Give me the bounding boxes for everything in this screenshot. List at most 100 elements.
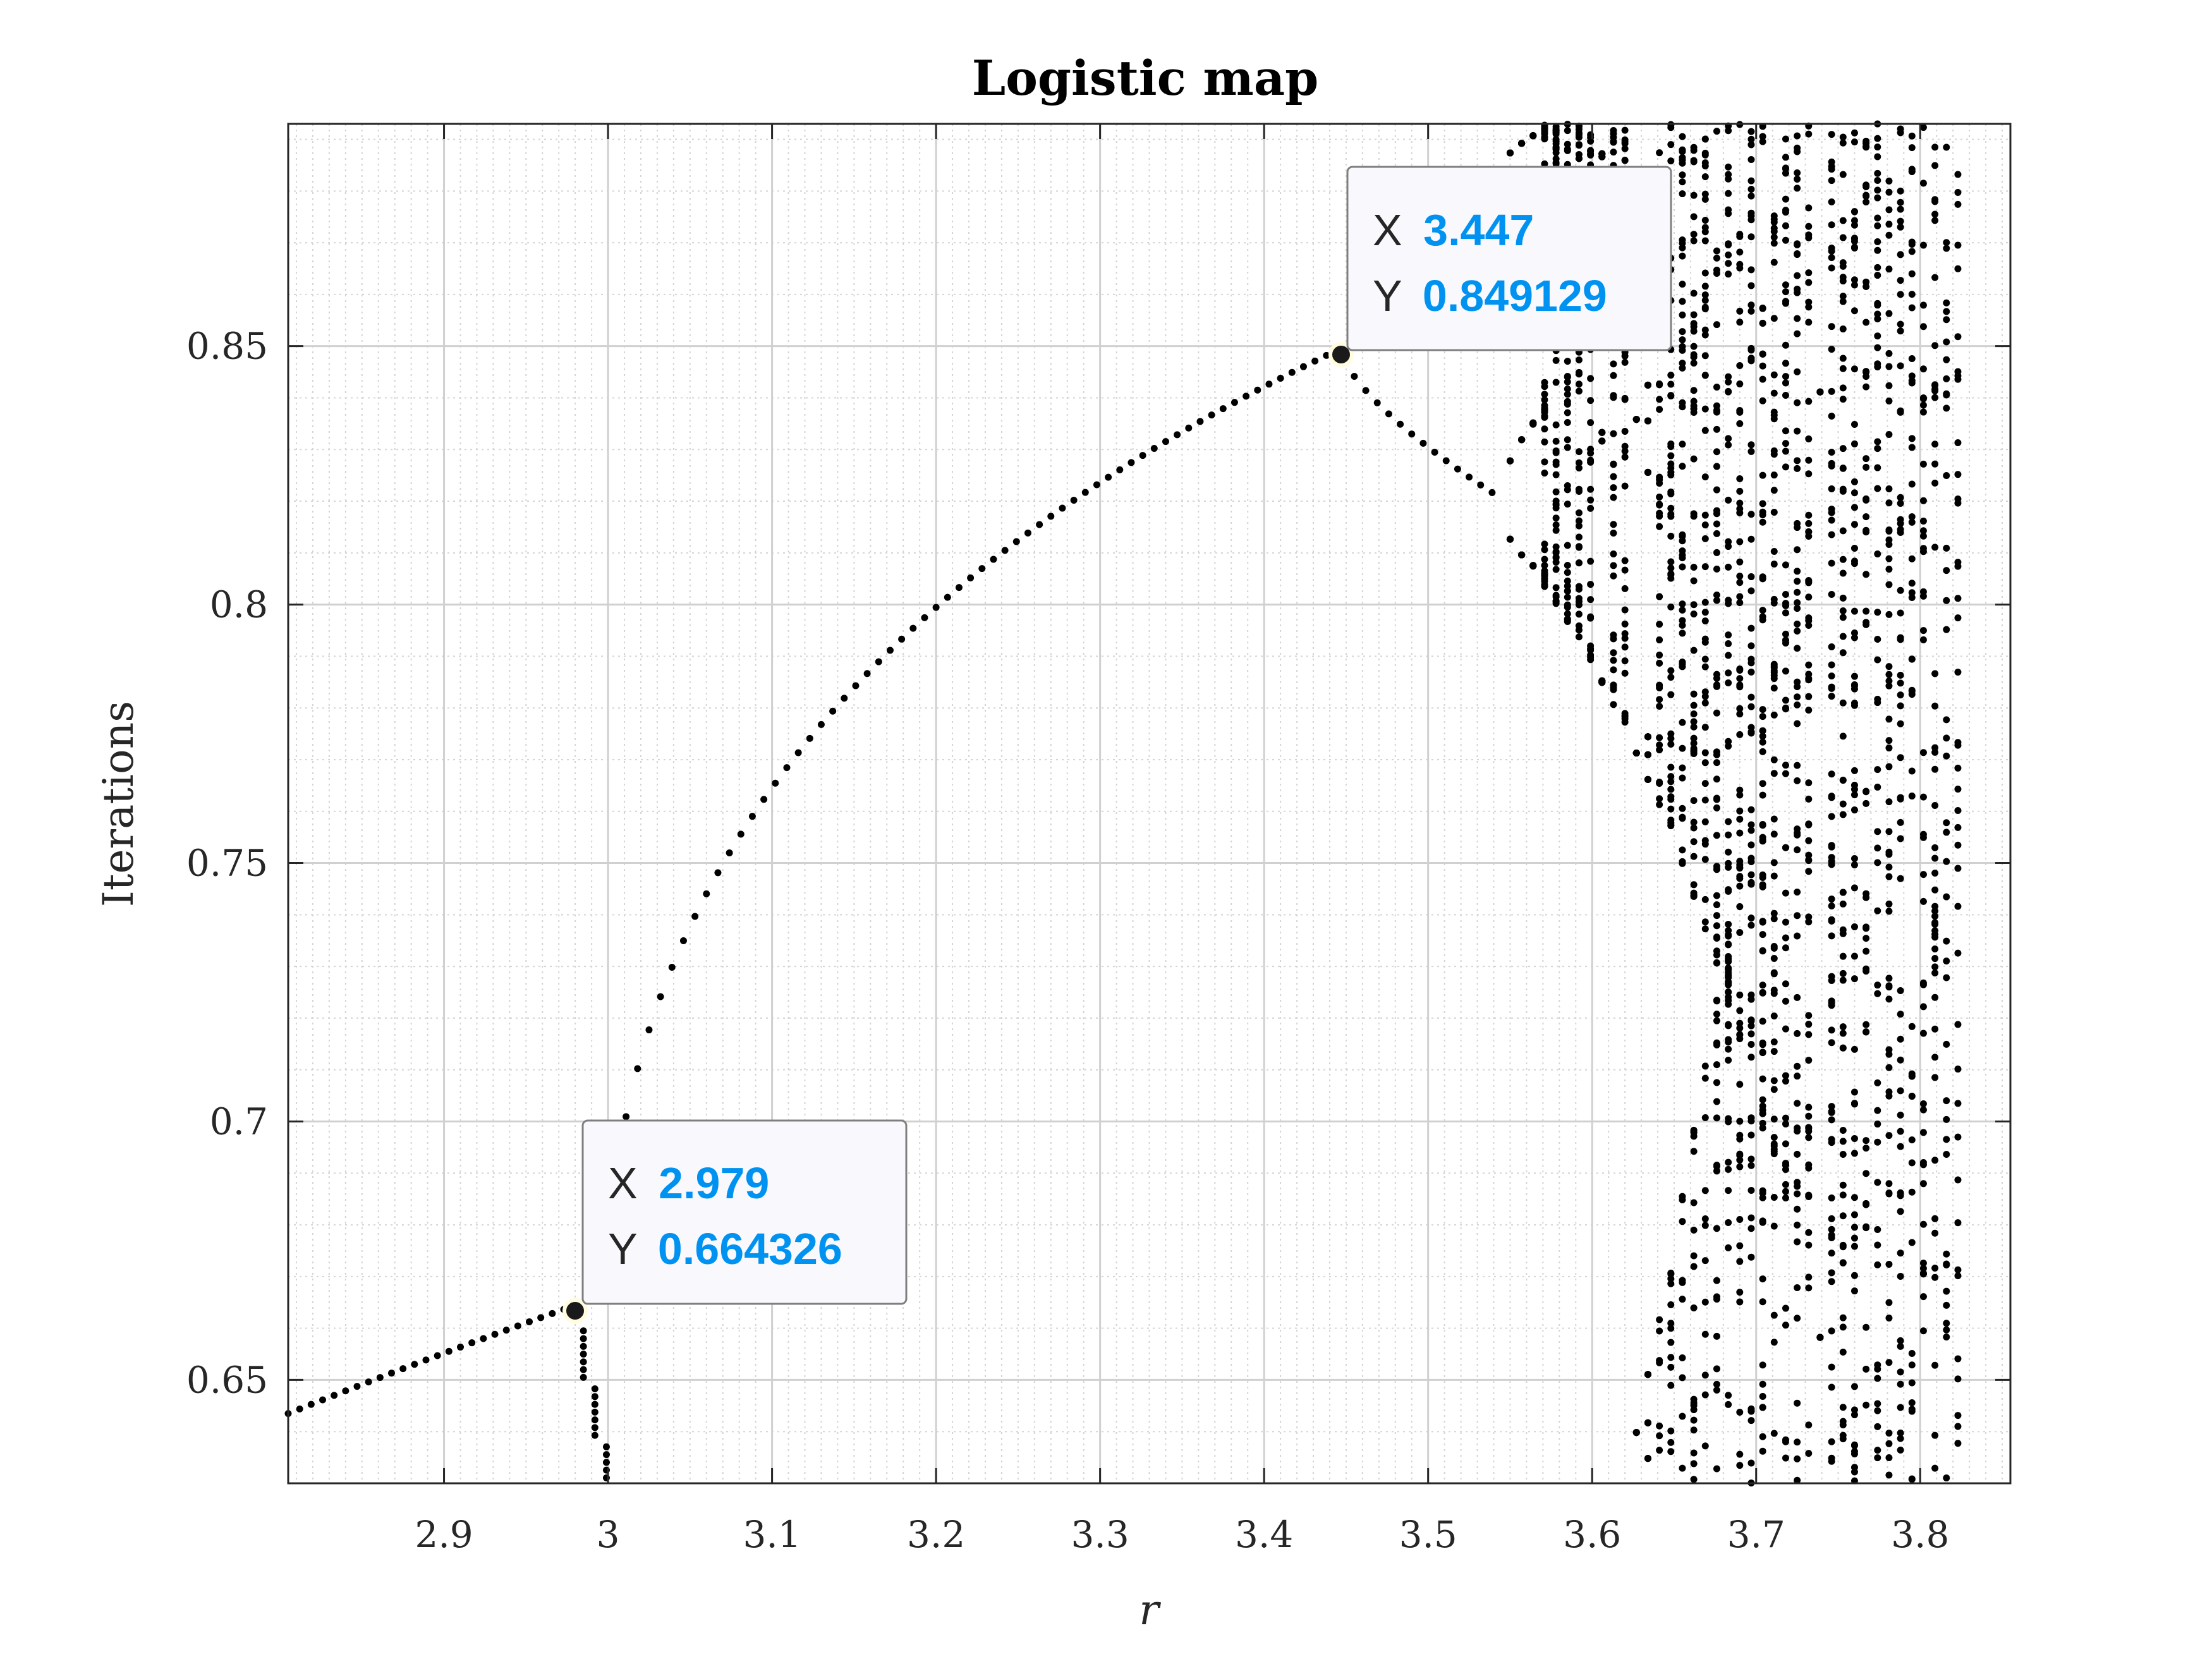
scatter-point xyxy=(1690,610,1698,617)
scatter-point xyxy=(1690,838,1698,846)
scatter-point xyxy=(591,1385,599,1393)
scatter-point xyxy=(1701,331,1709,339)
scatter-point xyxy=(1736,875,1744,882)
scatter-point xyxy=(1713,254,1720,262)
scatter-point xyxy=(1552,461,1560,468)
scatter-point xyxy=(1828,166,1835,173)
scatter-point xyxy=(1610,657,1617,664)
scatter-point xyxy=(1794,588,1801,596)
scatter-point xyxy=(1874,332,1881,340)
scatter-point xyxy=(1759,133,1766,140)
scatter-point xyxy=(1874,1361,1881,1369)
scatter-point xyxy=(1897,1208,1904,1215)
scatter-point xyxy=(1747,624,1755,632)
datatip-lower-marker[interactable] xyxy=(562,1298,588,1323)
scatter-point xyxy=(1954,1412,1962,1419)
scatter-point xyxy=(1667,157,1675,165)
scatter-point xyxy=(1541,578,1548,585)
scatter-point xyxy=(602,1443,610,1450)
scatter-point xyxy=(1587,485,1595,493)
scatter-point xyxy=(1713,463,1720,470)
scatter-point xyxy=(1713,674,1720,682)
scatter-point xyxy=(1908,355,1916,363)
svg-text:Y 0.849129: Y 0.849129 xyxy=(1373,271,1607,320)
scatter-point xyxy=(1667,392,1675,400)
scatter-point xyxy=(1863,1200,1870,1207)
scatter-point xyxy=(1954,865,1962,872)
scatter-point xyxy=(1850,682,1858,690)
scatter-point xyxy=(1850,1243,1858,1250)
scatter-point xyxy=(1943,1287,1950,1295)
scatter-point xyxy=(1725,496,1732,504)
scatter-point xyxy=(1828,323,1835,331)
scatter-point xyxy=(1954,1219,1962,1227)
scatter-point xyxy=(296,1405,303,1413)
scatter-point xyxy=(1656,1422,1663,1430)
scatter-point xyxy=(1713,1011,1720,1018)
scatter-point xyxy=(1782,770,1789,777)
scatter-point xyxy=(1919,365,1927,373)
scatter-point xyxy=(1885,828,1893,836)
scatter-point xyxy=(1919,323,1927,331)
scatter-point xyxy=(365,1378,372,1386)
scatter-point xyxy=(1621,482,1629,490)
scatter-point xyxy=(1874,176,1881,184)
scatter-point xyxy=(1679,346,1686,354)
scatter-point xyxy=(1805,593,1813,601)
scatter-point xyxy=(1713,1017,1720,1024)
scatter-point xyxy=(1908,304,1916,312)
scatter-point xyxy=(1839,1030,1847,1037)
scatter-point xyxy=(1701,925,1709,933)
scatter-point xyxy=(1782,360,1789,367)
scatter-point xyxy=(1885,744,1893,751)
scatter-point xyxy=(1667,1269,1675,1277)
scatter-point xyxy=(1736,1117,1744,1125)
scatter-point xyxy=(1759,981,1766,989)
x-tick-label: 3.3 xyxy=(1071,1513,1129,1556)
scatter-point xyxy=(1885,995,1893,1003)
scatter-point xyxy=(1954,1266,1962,1273)
scatter-point xyxy=(1656,696,1663,703)
scatter-point xyxy=(1621,566,1629,574)
scatter-point xyxy=(1759,1102,1766,1110)
scatter-point xyxy=(1587,375,1595,382)
scatter-point xyxy=(1667,465,1675,472)
scatter-point xyxy=(1850,672,1858,680)
scatter-point xyxy=(1874,907,1881,915)
scatter-point xyxy=(1770,415,1778,423)
scatter-point xyxy=(1885,1180,1893,1188)
scatter-point xyxy=(1736,579,1744,586)
scatter-point xyxy=(1667,793,1675,801)
datatip-upper[interactable]: X 3.447 Y 0.849129 xyxy=(1328,166,1672,367)
scatter-point xyxy=(1874,550,1881,557)
scatter-point xyxy=(1828,264,1835,272)
scatter-point xyxy=(1931,441,1939,448)
scatter-point xyxy=(1701,796,1709,804)
scatter-point xyxy=(1759,1361,1766,1369)
scatter-point xyxy=(1874,656,1881,664)
scatter-point xyxy=(1770,371,1778,379)
datatip-lower[interactable]: X 2.979 Y 0.664326 xyxy=(562,1119,908,1323)
scatter-point xyxy=(1954,495,1962,503)
scatter-point xyxy=(1885,555,1893,562)
scatter-point xyxy=(1713,591,1720,599)
scatter-point xyxy=(1070,496,1078,504)
scatter-point xyxy=(1897,494,1904,501)
scatter-point xyxy=(1874,1261,1881,1268)
scatter-point xyxy=(1713,775,1720,783)
datatip-upper-marker[interactable] xyxy=(1328,342,1354,367)
scatter-point xyxy=(783,764,791,772)
scatter-point xyxy=(1701,427,1709,434)
scatter-point xyxy=(1736,248,1744,256)
scatter-point xyxy=(1679,629,1686,637)
scatter-point xyxy=(1725,1392,1732,1399)
scatter-point xyxy=(1541,540,1548,548)
scatter-point xyxy=(580,1358,587,1366)
scatter-point xyxy=(1667,571,1675,579)
scatter-point xyxy=(1943,957,1950,965)
scatter-point xyxy=(1770,1430,1778,1437)
scatter-point xyxy=(1736,509,1744,516)
scatter-point xyxy=(1759,574,1766,582)
scatter-point xyxy=(1828,254,1835,262)
scatter-point xyxy=(1725,127,1732,135)
